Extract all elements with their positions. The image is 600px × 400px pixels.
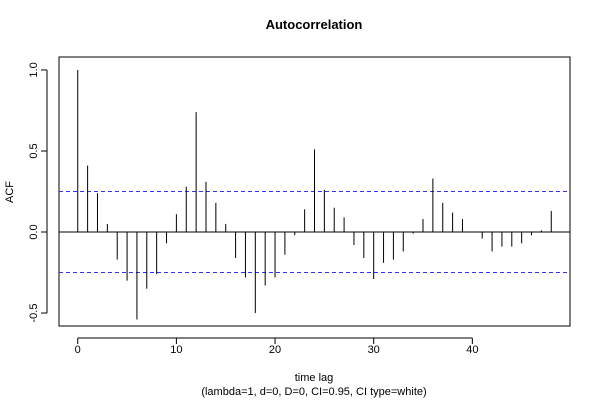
y-tick-label: 1.0	[28, 62, 40, 77]
y-axis-label: ACF	[4, 181, 16, 203]
x-tick-label: 10	[170, 344, 182, 356]
chart-title: Autocorrelation	[266, 17, 363, 32]
y-tick-label: 0.5	[28, 143, 40, 158]
x-tick-label: 20	[269, 344, 281, 356]
chart-subtitle: (lambda=1, d=0, D=0, CI=0.95, CI type=wh…	[201, 386, 426, 398]
x-axis: 0 10 20 30 40	[75, 337, 478, 356]
x-tick-label: 40	[466, 344, 478, 356]
acf-spikes	[59, 69, 570, 320]
y-tick-label: 0.0	[28, 224, 40, 239]
y-tick-label: -0.5	[28, 304, 40, 323]
x-tick-label: 30	[368, 344, 380, 356]
x-axis-label: time lag	[295, 372, 334, 384]
y-axis: -0.5 0.0 0.5 1.0	[28, 62, 48, 323]
x-tick-label: 0	[75, 344, 81, 356]
